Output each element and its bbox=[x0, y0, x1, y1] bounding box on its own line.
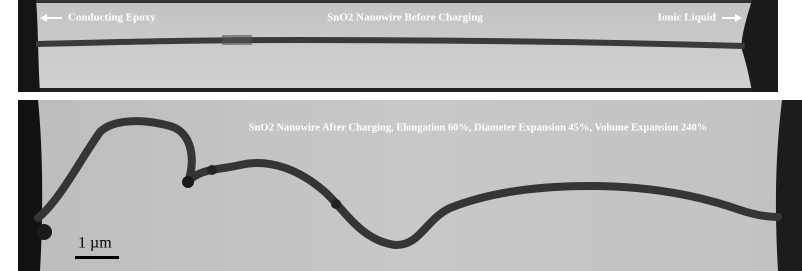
wire-blob bbox=[207, 165, 217, 175]
page: Conducting Epoxy SnO2 Nanowire Before Ch… bbox=[0, 0, 802, 271]
bottom-panel: SnO2 Nanowire After Charging, Elongation… bbox=[18, 100, 802, 271]
panel-edge bbox=[18, 88, 778, 92]
epoxy-electrode bbox=[18, 100, 42, 271]
left-label: Conducting Epoxy bbox=[68, 12, 156, 24]
liquid-electrode bbox=[776, 100, 802, 271]
micrograph: Conducting Epoxy SnO2 Nanowire Before Ch… bbox=[0, 0, 802, 271]
top-title: SnO2 Nanowire Before Charging bbox=[327, 12, 483, 24]
scale-bar bbox=[75, 256, 119, 259]
bottom-title: SnO2 Nanowire After Charging, Elongation… bbox=[249, 122, 708, 133]
wire-blob bbox=[222, 35, 252, 45]
panel-edge bbox=[18, 0, 778, 3]
scale-bar-label: 1 µm bbox=[78, 235, 112, 252]
wire-blob bbox=[36, 224, 52, 240]
wire-blob bbox=[182, 176, 194, 188]
right-label: Ionic Liquid bbox=[658, 12, 716, 24]
wire-blob bbox=[331, 199, 341, 209]
top-panel: Conducting Epoxy SnO2 Nanowire Before Ch… bbox=[18, 0, 778, 92]
